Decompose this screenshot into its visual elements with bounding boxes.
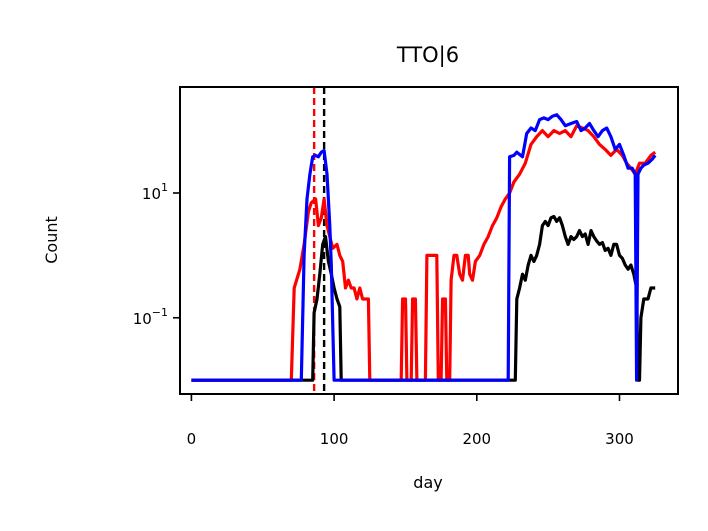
x-tick-label: 0 (187, 430, 197, 448)
y-axis: 101 10−1 (133, 181, 180, 328)
y-tick-label: 101 (142, 181, 168, 203)
series-line-2 (191, 214, 656, 382)
y-axis-label: Count (42, 216, 61, 264)
series-lines (191, 113, 657, 382)
plot-frame (179, 86, 679, 395)
y-tick-label: 10−1 (133, 306, 168, 328)
x-tick-label: 300 (605, 430, 634, 448)
x-axis-label: day (413, 473, 442, 492)
series-line-3 (191, 113, 657, 382)
x-tick-label: 100 (320, 430, 349, 448)
chart-title: TTO|6 (396, 43, 459, 68)
x-tick-label: 200 (462, 430, 491, 448)
x-axis: 0 100 200 300 (187, 394, 634, 448)
